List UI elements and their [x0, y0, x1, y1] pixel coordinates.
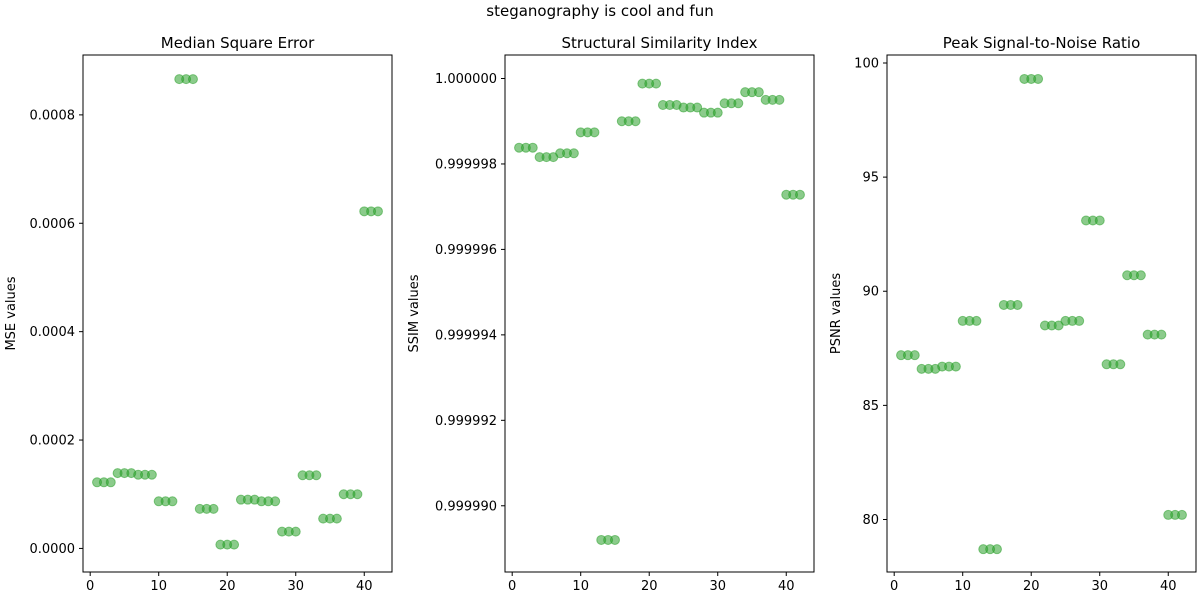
ssim-data-point [753, 87, 764, 98]
psnr-data-point [991, 544, 1002, 555]
ssim-axes-frame [504, 54, 815, 573]
mse-data-point [167, 496, 178, 507]
mse-ytick-label: 0.0002 [30, 434, 76, 449]
ssim-xtick-label: 0 [508, 579, 516, 594]
psnr-ylabel: PSNR values [829, 273, 844, 354]
psnr-axes-frame [886, 54, 1197, 573]
mse-ylabel: MSE values [4, 276, 19, 350]
psnr-ytick-label: 100 [854, 56, 879, 71]
ssim-data-point [712, 107, 723, 118]
psnr-xtick-label: 30 [1091, 579, 1108, 594]
psnr-data-point [1033, 73, 1044, 84]
mse-ytick-label: 0.0008 [30, 108, 76, 123]
ssim-data-point [609, 534, 620, 545]
mse-xtick-label: 40 [356, 579, 373, 594]
psnr-ytick-label: 85 [862, 399, 879, 414]
ssim-ytick-label: 0.999992 [435, 414, 497, 429]
mse-xtick-label: 10 [150, 579, 167, 594]
mse-data-point [352, 489, 363, 500]
mse-data-point [146, 469, 157, 480]
ssim-ytick-label: 1.000000 [435, 72, 497, 87]
psnr-ytick-label: 95 [862, 171, 879, 186]
mse-data-point [270, 496, 281, 507]
ssim-data-point [527, 142, 538, 153]
psnr-xtick-label: 0 [890, 579, 898, 594]
ssim-data-point [630, 116, 641, 127]
psnr-data-point [1012, 299, 1023, 310]
mse-data-point [311, 470, 322, 481]
ssim-xtick-label: 10 [572, 579, 589, 594]
ssim-data-point [794, 189, 805, 200]
mse-axes-frame [82, 54, 393, 573]
mse-ytick-label: 0.0004 [30, 325, 76, 340]
psnr-data-point [1094, 215, 1105, 226]
ssim-xtick-label: 40 [778, 579, 795, 594]
ssim-xtick-label: 20 [641, 579, 658, 594]
ssim-data-point [692, 102, 703, 113]
psnr-data-point [1115, 359, 1126, 370]
ssim-ytick-label: 0.999998 [435, 157, 497, 172]
ssim-data-point [651, 78, 662, 89]
mse-data-point [229, 539, 240, 550]
mse-data-point [105, 477, 116, 488]
ssim-ylabel: SSIM values [407, 274, 422, 352]
psnr-ytick-label: 80 [862, 513, 879, 528]
psnr-data-point [1135, 270, 1146, 281]
psnr-data-point [1053, 320, 1064, 331]
psnr-data-point [1176, 509, 1187, 520]
ssim-xtick-label: 30 [709, 579, 726, 594]
psnr-title: Peak Signal-to-Noise Ratio [943, 34, 1141, 52]
psnr-ytick-label: 90 [862, 285, 879, 300]
psnr-data-point [1156, 329, 1167, 340]
mse-xtick-label: 0 [86, 579, 94, 594]
mse-title: Median Square Error [161, 34, 315, 52]
ssim-ytick-label: 0.999990 [435, 499, 497, 514]
mse-data-point [208, 503, 219, 514]
ssim-title: Structural Similarity Index [562, 34, 758, 52]
psnr-data-point [909, 350, 920, 361]
mse-data-point [331, 513, 342, 524]
ssim-ytick-label: 0.999996 [435, 243, 497, 258]
psnr-data-point [971, 315, 982, 326]
ssim-data-point [774, 94, 785, 105]
psnr-data-point [950, 361, 961, 372]
panel-psnr: Peak Signal-to-Noise Ratio 0 10 20 30 40 80 85 9… [829, 34, 1197, 594]
mse-data-point [290, 526, 301, 537]
mse-data-point [372, 206, 383, 217]
mse-xtick-label: 20 [219, 579, 236, 594]
figure-suptitle: steganography is cool and fun [486, 2, 713, 20]
mse-data-point [187, 74, 198, 85]
mse-ytick-label: 0.0006 [30, 217, 76, 232]
psnr-xtick-label: 10 [954, 579, 971, 594]
ssim-data-point [733, 98, 744, 109]
mse-ytick-label: 0.0000 [30, 542, 76, 557]
panel-mse: Median Square Error 0 10 20 30 40 0.0000 0.0002… [4, 34, 393, 594]
ssim-data-point [589, 127, 600, 138]
ssim-data-point [568, 148, 579, 159]
psnr-xtick-label: 40 [1160, 579, 1177, 594]
mse-xtick-label: 30 [287, 579, 304, 594]
psnr-xtick-label: 20 [1023, 579, 1040, 594]
ssim-ytick-label: 0.999994 [435, 328, 497, 343]
psnr-data-point [1074, 315, 1085, 326]
panel-ssim: Structural Similarity Index 0 10 20 30 40 0.99… [407, 34, 815, 594]
